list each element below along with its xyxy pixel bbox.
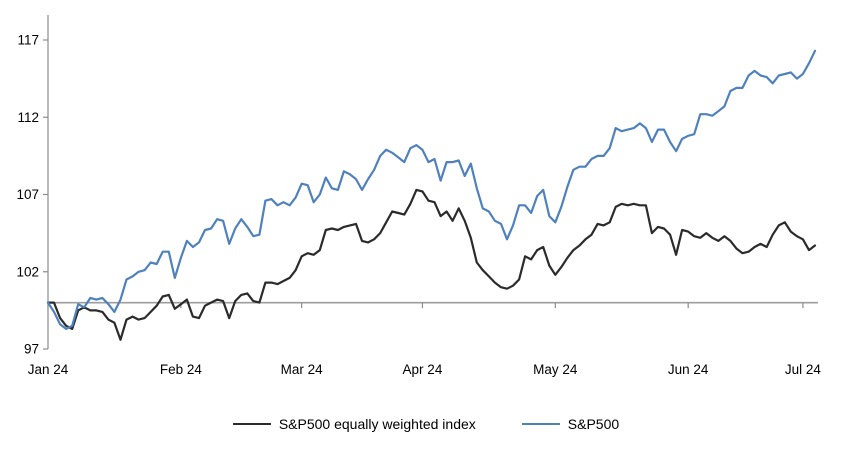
x-axis-label: May 24 — [533, 362, 578, 377]
legend-item-sp500: S&P500 — [521, 416, 620, 432]
y-axis-label: 97 — [24, 342, 39, 357]
x-axis-label: Jul 24 — [785, 362, 822, 377]
x-axis-label: Feb 24 — [160, 362, 203, 377]
y-axis-label: 107 — [16, 187, 39, 202]
sp500-line — [46, 49, 817, 330]
x-axis-label: Mar 24 — [281, 362, 324, 377]
sp500-equal-weight-line — [46, 188, 817, 341]
legend-label-equal-weight: S&P500 equally weighted index — [278, 416, 476, 432]
y-axis-label: 102 — [16, 264, 39, 279]
sp500-line-swatch — [521, 423, 560, 425]
chart-legend: S&P500 equally weighted index S&P500 — [0, 411, 852, 437]
legend-item-equal-weight: S&P500 equally weighted index — [232, 416, 476, 432]
y-axis-label: 112 — [17, 110, 39, 125]
x-axis-label: Jan 24 — [28, 362, 69, 377]
x-axis-label: Apr 24 — [403, 362, 443, 377]
y-axis-label: 117 — [17, 33, 39, 48]
legend-label-sp500: S&P500 — [567, 416, 620, 432]
equal-weight-line-swatch — [232, 423, 271, 425]
x-axis-label: Jun 24 — [668, 362, 709, 377]
